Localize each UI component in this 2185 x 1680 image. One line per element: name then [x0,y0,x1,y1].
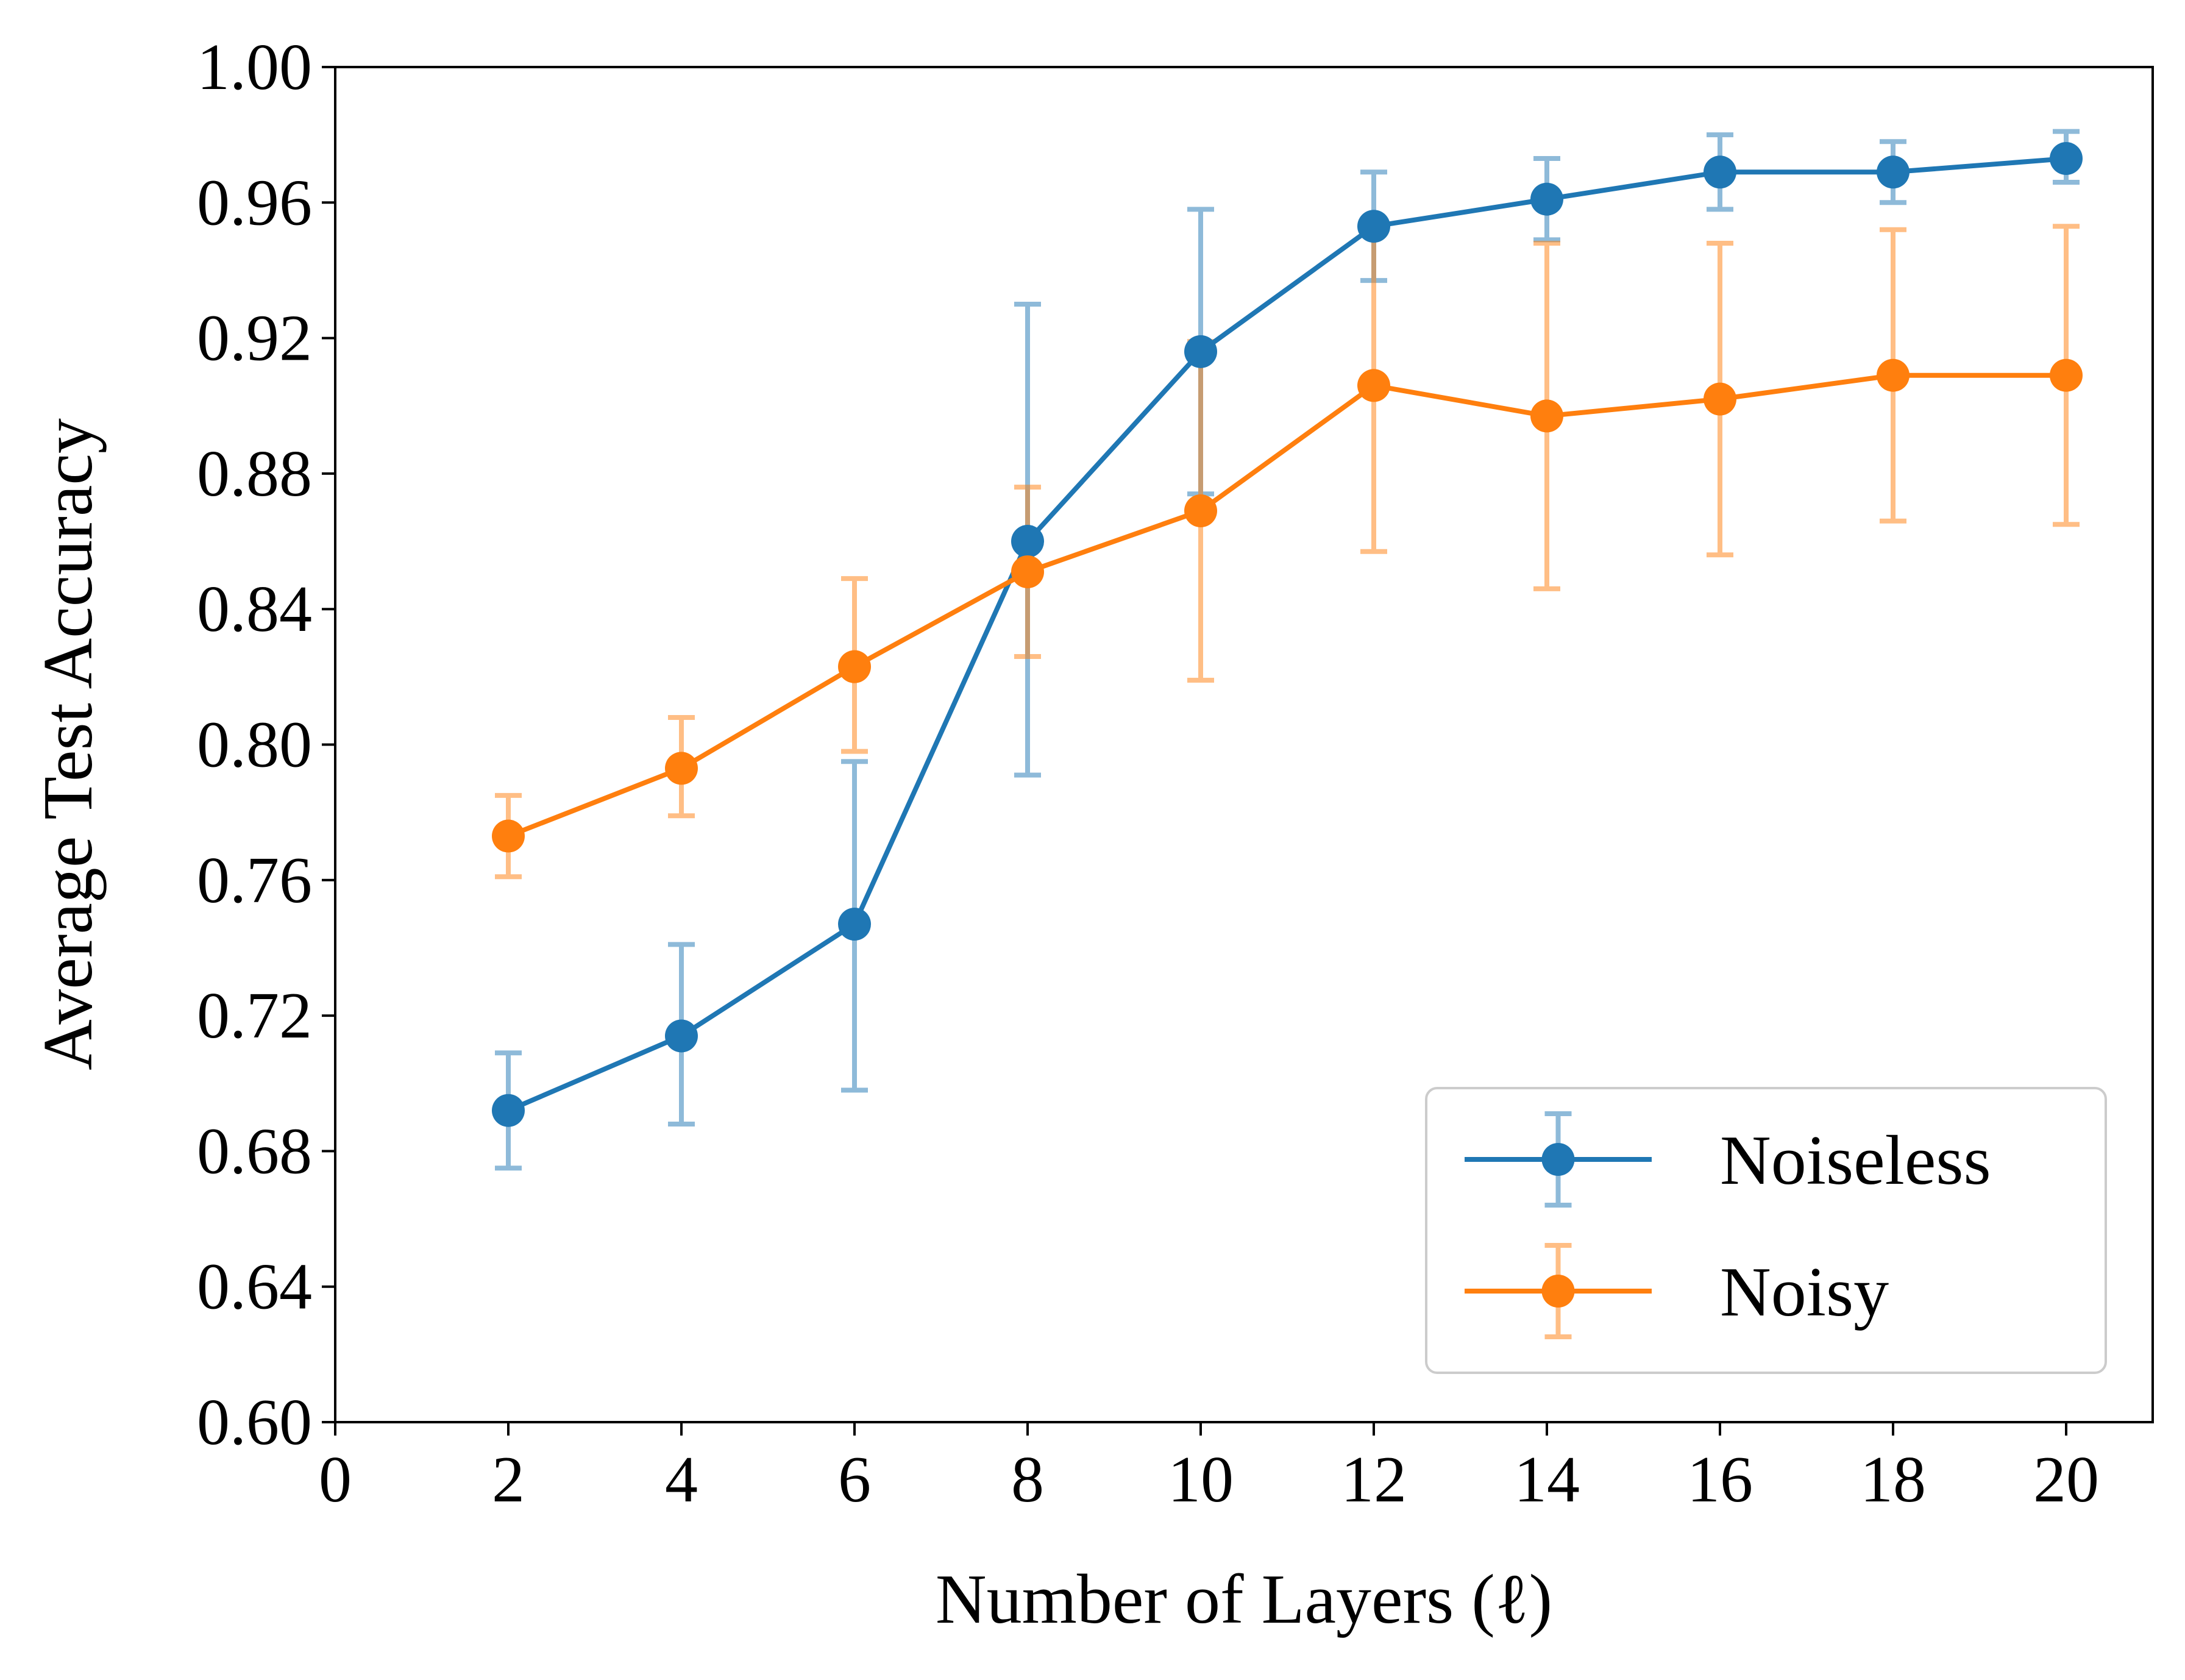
noiseless-point [1357,210,1390,243]
markers-layer [492,142,2083,1127]
x-tick-label: 0 [319,1443,352,1516]
legend-marker-icon [1541,1143,1575,1176]
y-tick-label: 0.76 [197,844,312,917]
noisy-point [1184,494,1217,528]
noisy-point [2050,358,2083,392]
noiseless-point [492,1094,525,1127]
noiseless-point [1877,155,1910,189]
y-tick-label: 0.68 [197,1115,312,1187]
y-tick-label: 0.92 [197,302,312,375]
x-tick-label: 10 [1168,1443,1234,1516]
legend: Noiseless Noisy [1425,1087,2107,1374]
y-tick-label: 0.60 [197,1386,312,1459]
noiseless-point [1184,335,1217,368]
x-axis-ticks: 0 2 4 6 8 10 12 14 16 18 20 [319,1422,2099,1516]
noisy-line [507,372,2066,839]
noisy-point [1704,382,1736,416]
noiseless-point [2050,142,2083,176]
noiseless-point [665,1019,698,1053]
y-tick-label: 0.72 [197,980,312,1052]
x-tick-label: 16 [1687,1443,1753,1516]
y-tick-label: 0.80 [197,709,312,781]
legend-marker-icon [1541,1275,1575,1308]
y-tick-label: 0.64 [197,1251,312,1323]
y-tick-label: 1.00 [197,31,312,104]
noisy-point [1877,358,1910,392]
lines-layer [507,156,2067,1113]
legend-label: Noisy [1720,1253,1889,1331]
x-tick-label: 18 [1860,1443,1926,1516]
noiseless-point [838,908,871,941]
noiseless-point [1704,155,1736,189]
y-tick-label: 0.88 [197,438,312,510]
x-tick-label: 14 [1514,1443,1580,1516]
x-tick-label: 2 [492,1443,525,1516]
noiseless-point [1011,525,1044,558]
x-tick-label: 6 [838,1443,871,1516]
legend-label: Noiseless [1720,1122,1991,1200]
y-tick-label: 0.84 [197,573,312,646]
x-tick-label: 4 [665,1443,698,1516]
y-axis-label: Average Test Accuracy [29,418,107,1070]
noisy-point [1530,399,1563,433]
x-tick-label: 20 [2033,1443,2099,1516]
x-tick-label: 8 [1011,1443,1044,1516]
noiseless-line [507,156,2067,1113]
x-tick-label: 12 [1341,1443,1407,1516]
legend-item-noisy: Noisy [1465,1243,1889,1339]
y-axis-ticks: 0.60 0.64 0.68 0.72 0.76 0.80 0.84 0.88 0.92 0.96… [197,31,335,1459]
noisy-point [838,650,871,683]
y-tick-label: 0.96 [197,166,312,239]
noisy-point [665,752,698,785]
x-axis-label: Number of Layers (ℓ) [936,1561,1552,1639]
noisy-point [492,819,525,853]
noisy-point [1357,369,1390,402]
noiseless-point [1530,182,1563,216]
legend-item-noiseless: Noiseless [1465,1111,1991,1208]
noisy-point [1011,555,1044,589]
